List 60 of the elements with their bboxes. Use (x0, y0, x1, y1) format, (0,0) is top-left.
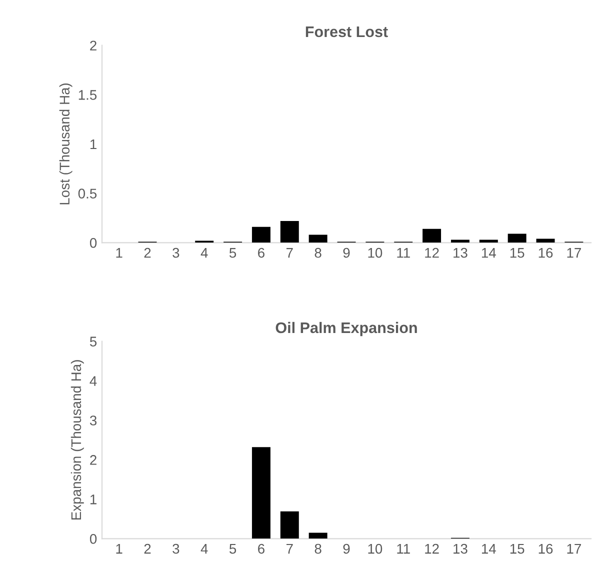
x-tick-label: 5 (229, 248, 236, 258)
x-tick-label: 1 (116, 248, 122, 258)
y-tick-label: 5 (90, 336, 97, 347)
y-tick-label: 2 (90, 455, 96, 465)
y-tick-label: 2 (90, 40, 96, 50)
x-tick-label: 16 (538, 544, 553, 554)
x-tick-label: 7 (286, 248, 293, 258)
x-tick-label: 17 (567, 248, 581, 258)
y-tick-label: 0.5 (78, 188, 97, 199)
x-tick-label: 16 (538, 248, 553, 258)
bar (252, 447, 270, 539)
y-axis-title: Lost (Thousand Ha) (59, 84, 72, 204)
y-tick-label: 0 (90, 238, 97, 248)
x-tick-label: 2 (144, 248, 151, 258)
x-tick-label: 6 (258, 248, 264, 258)
y-tick-label: 1.5 (78, 90, 97, 100)
x-tick-label: 13 (454, 248, 468, 258)
y-tick-label: 0 (90, 534, 97, 544)
bar (508, 234, 526, 243)
bar (536, 238, 555, 243)
bar (252, 226, 270, 243)
y-axis-title: Expansion (Thousand Ha) (70, 360, 84, 520)
y-tick-label: 4 (90, 376, 97, 386)
x-tick-label: 9 (343, 544, 350, 554)
x-tick-label: 10 (368, 248, 382, 258)
bar (422, 228, 442, 243)
x-tick-label: 17 (567, 544, 581, 554)
bar (479, 240, 498, 243)
x-tick-label: 2 (144, 544, 151, 554)
x-tick-label: 10 (368, 544, 382, 554)
x-tick-label: 12 (425, 544, 439, 554)
x-tick-label: 1 (116, 544, 122, 554)
bar (280, 511, 299, 539)
bar (308, 532, 328, 539)
x-tick-label: 6 (258, 544, 264, 554)
x-tick-label: 14 (482, 248, 496, 258)
y-tick-label: 3 (90, 416, 97, 426)
bar (280, 220, 299, 243)
x-tick-label: 3 (172, 248, 180, 258)
x-tick-label: 14 (482, 544, 496, 554)
y-tick-label: 1 (90, 139, 96, 150)
bar (308, 234, 328, 243)
x-tick-label: 15 (510, 248, 524, 258)
x-tick-label: 7 (286, 544, 293, 554)
x-tick-label: 4 (200, 248, 208, 258)
x-tick-label: 12 (425, 248, 439, 258)
chart-title: Forest Lost (306, 26, 388, 38)
x-tick-label: 11 (397, 544, 410, 554)
x-tick-label: 9 (343, 248, 350, 258)
x-tick-label: 13 (454, 544, 468, 554)
x-tick-label: 5 (229, 544, 236, 554)
x-tick-label: 8 (314, 544, 322, 554)
chart-title: Oil Palm Expansion (276, 322, 417, 336)
x-tick-label: 3 (172, 544, 180, 554)
bar (450, 240, 470, 243)
x-tick-label: 4 (200, 544, 208, 554)
x-tick-label: 11 (397, 248, 410, 258)
x-tick-label: 15 (510, 544, 524, 554)
y-tick-label: 1 (90, 494, 96, 504)
x-tick-label: 8 (314, 248, 322, 258)
